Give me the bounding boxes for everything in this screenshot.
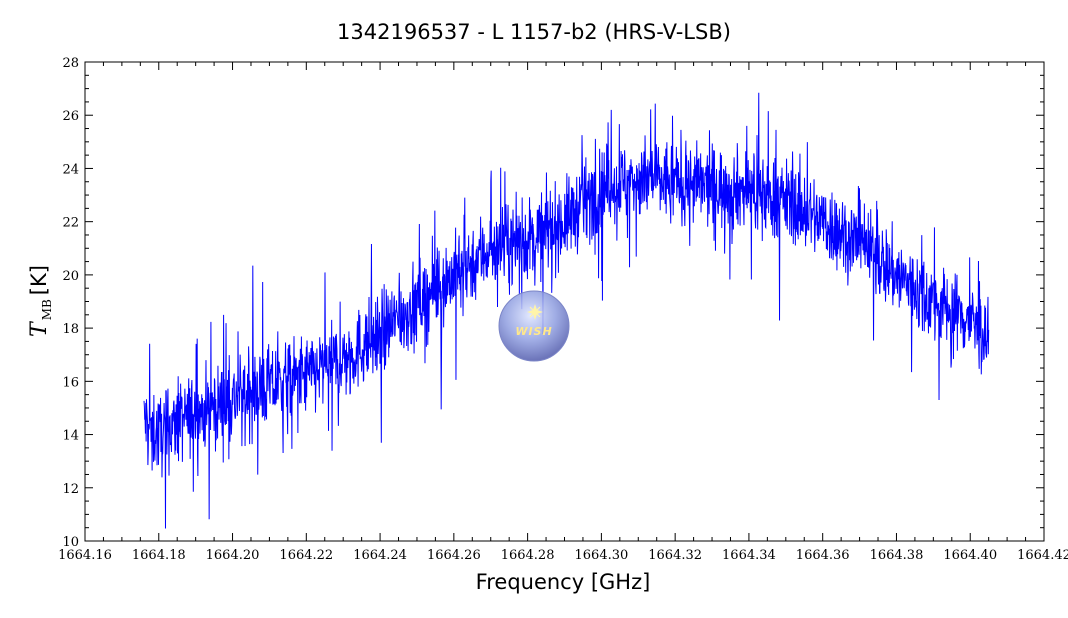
- x-tick-label: 1664.28: [501, 548, 555, 563]
- x-tick-label: 1664.26: [427, 548, 481, 563]
- spectrum-data: [143, 92, 990, 529]
- x-tick-label: 1664.18: [132, 548, 186, 563]
- wish-logo: WISH: [498, 290, 570, 362]
- y-axis-label-unit: [K]: [27, 265, 51, 295]
- y-axis-label: TMB [K]: [27, 265, 54, 337]
- x-tick-label: 1664.40: [943, 548, 997, 563]
- x-tick-label: 1664.24: [353, 548, 407, 563]
- x-tick-label: 1664.30: [575, 548, 629, 563]
- x-tick-label: 1664.32: [648, 548, 702, 563]
- chart-title: 1342196537 - L 1157-b2 (HRS-V-LSB): [337, 20, 731, 44]
- y-tick-label: 18: [62, 322, 79, 337]
- plot-frame: [84, 61, 1045, 542]
- y-tick-label: 16: [62, 375, 79, 390]
- y-axis-label-subscript: MB: [40, 299, 54, 320]
- star-icon: [527, 304, 543, 320]
- x-tick-label: 1664.42: [1017, 548, 1068, 563]
- x-tick-label: 1664.22: [279, 548, 333, 563]
- y-tick-label: 10: [62, 535, 79, 550]
- y-tick-label: 24: [62, 162, 79, 177]
- x-tick-label: 1664.38: [870, 548, 924, 563]
- spectrum-line: [143, 92, 990, 529]
- y-axis-ticks: 10 12 14 16 18 20 22 24 26 28: [62, 56, 1044, 550]
- y-tick-label: 22: [62, 216, 79, 231]
- wish-logo-circle: [498, 290, 570, 362]
- y-axis-label-main: T: [27, 320, 52, 337]
- x-axis-ticks: 1664.16 1664.18 1664.20 1664.22 1664.24 1664.…: [58, 62, 1068, 563]
- x-tick-label: 1664.36: [796, 548, 850, 563]
- y-tick-label: 20: [62, 269, 79, 284]
- x-axis-label: Frequency [GHz]: [476, 570, 651, 594]
- wish-logo-text: WISH: [515, 325, 552, 338]
- y-tick-label: 28: [62, 56, 79, 71]
- y-tick-label: 14: [62, 429, 79, 444]
- x-tick-label: 1664.34: [722, 548, 776, 563]
- x-tick-label: 1664.20: [206, 548, 260, 563]
- x-tick-label: 1664.16: [58, 548, 112, 563]
- y-tick-label: 12: [62, 482, 79, 497]
- y-tick-label: 26: [62, 109, 79, 124]
